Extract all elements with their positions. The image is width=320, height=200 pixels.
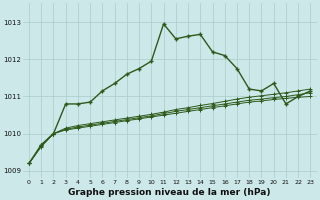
X-axis label: Graphe pression niveau de la mer (hPa): Graphe pression niveau de la mer (hPa) <box>68 188 271 197</box>
